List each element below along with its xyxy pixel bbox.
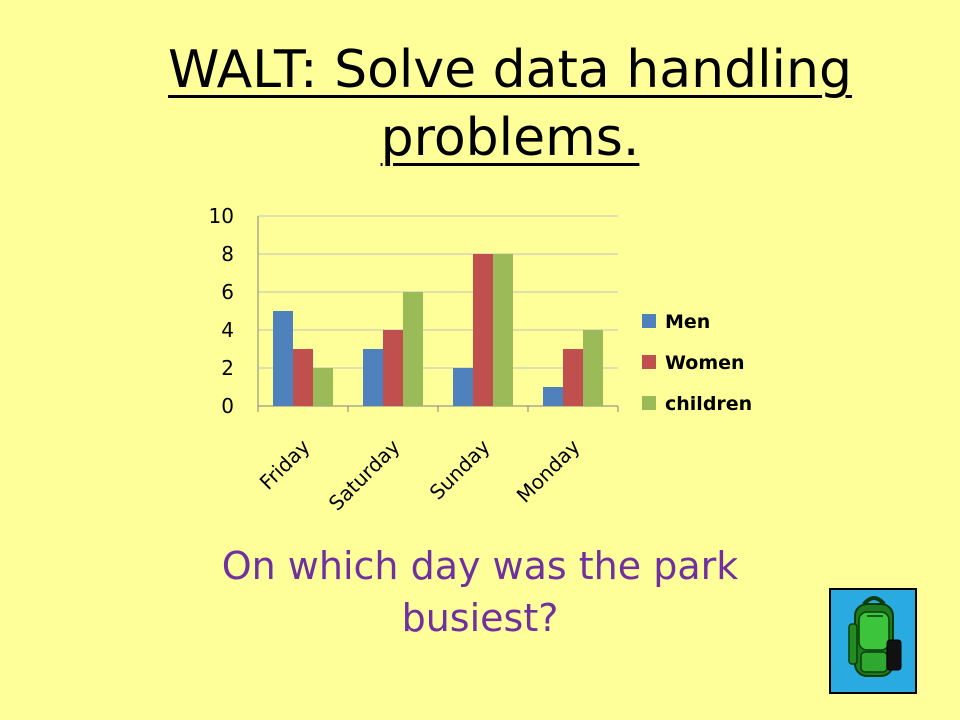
legend-swatch-children bbox=[642, 396, 656, 410]
bar-men-friday bbox=[273, 311, 293, 406]
question-text: On which day was the park busiest? bbox=[120, 540, 840, 644]
y-tick-label: 8 bbox=[221, 242, 234, 266]
title-line-1: WALT: Solve data handling bbox=[168, 40, 852, 100]
legend-label: children bbox=[665, 393, 752, 415]
legend-label: Men bbox=[665, 311, 710, 333]
question-line-1: On which day was the park bbox=[221, 544, 739, 588]
x-tick-label: Monday bbox=[512, 434, 585, 507]
bar-children-friday bbox=[313, 368, 333, 406]
title-line-2: problems. bbox=[380, 108, 640, 168]
question-line-2: busiest? bbox=[401, 596, 559, 640]
x-tick-label: Friday bbox=[255, 434, 315, 494]
bar-men-monday bbox=[543, 387, 563, 406]
bar-children-monday bbox=[583, 330, 603, 406]
legend-swatch-men bbox=[642, 314, 656, 328]
bar-men-saturday bbox=[363, 349, 383, 406]
y-tick-label: 4 bbox=[221, 318, 234, 342]
bar-men-sunday bbox=[453, 368, 473, 406]
bar-women-friday bbox=[293, 349, 313, 406]
bar-women-monday bbox=[563, 349, 583, 406]
y-tick-label: 2 bbox=[221, 356, 234, 380]
legend-swatch-women bbox=[642, 355, 656, 369]
backpack-button[interactable] bbox=[829, 588, 917, 694]
x-tick-label: Saturday bbox=[324, 434, 405, 515]
bar-women-saturday bbox=[383, 330, 403, 406]
y-tick-label: 10 bbox=[209, 204, 234, 228]
backpack-icon bbox=[848, 596, 902, 677]
legend-label: Women bbox=[665, 352, 745, 374]
y-tick-label: 0 bbox=[221, 394, 234, 418]
bar-children-saturday bbox=[403, 292, 423, 406]
x-tick-label: Sunday bbox=[425, 434, 495, 504]
bar-chart: 0 2 4 6 8 10 Friday Saturday Sunday Monday Men Wome… bbox=[209, 204, 753, 515]
bar-children-sunday bbox=[493, 254, 513, 406]
slide-title: WALT: Solve data handling problems. bbox=[130, 36, 890, 172]
bar-women-sunday bbox=[473, 254, 493, 406]
y-tick-label: 6 bbox=[221, 280, 234, 304]
